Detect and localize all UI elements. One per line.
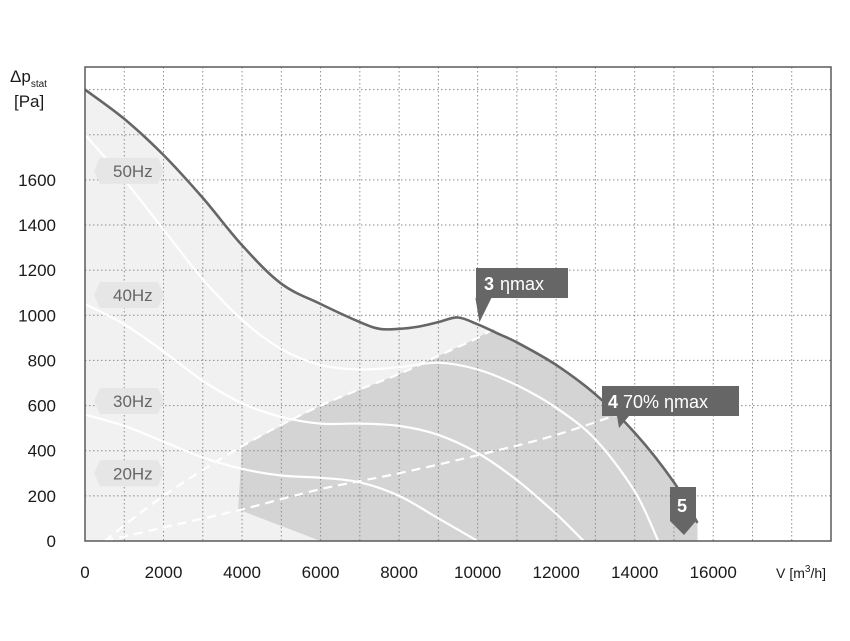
- x-tick-label: 0: [80, 563, 89, 582]
- x-tick-label: 8000: [380, 563, 418, 582]
- badge-4-label: 4 70% ηmax: [608, 392, 708, 412]
- dark-operating-area: [238, 328, 698, 541]
- curve-lower-dashed: [104, 382, 687, 541]
- y-tick-label: 1200: [18, 261, 56, 280]
- frequency-label: 40Hz: [113, 286, 153, 305]
- frequency-label-tag: [94, 388, 164, 415]
- frequency-label: 50Hz: [113, 162, 153, 181]
- badge-5-label: 5: [677, 496, 687, 516]
- y-tick-labels: 0 200 400 600 800 1000 1200 1400 1600: [18, 171, 56, 551]
- y-tick-label: 1400: [18, 216, 56, 235]
- y-tick-label: 1600: [18, 171, 56, 190]
- operating-point-badges: 3 ηmax 4 70% ηmax 5: [475, 268, 739, 535]
- x-tick-label: 4000: [223, 563, 261, 582]
- plot-frame: [84, 66, 832, 542]
- y-tick-label: 600: [28, 397, 56, 416]
- x-tick-label: 2000: [145, 563, 183, 582]
- x-tick-label: 10000: [454, 563, 501, 582]
- frequency-label: 20Hz: [113, 464, 153, 483]
- x-tick-label: 12000: [533, 563, 580, 582]
- curve-40hz: [85, 133, 660, 541]
- x-axis-label: V [m3/h]: [776, 564, 826, 581]
- x-tick-labels: 0 2000 4000 6000 8000 10000 12000 14000 16000: [80, 563, 737, 582]
- badge-3-shape: [475, 268, 568, 323]
- frequency-label-tag: [94, 157, 164, 184]
- badge-3-label: 3 ηmax: [484, 274, 544, 294]
- frequency-label: 30Hz: [113, 392, 153, 411]
- frequency-label-tag: [94, 281, 164, 308]
- curves: [85, 88, 699, 541]
- y-tick-label: 0: [47, 532, 56, 551]
- y-axis-label: Δpstat: [10, 67, 47, 90]
- y-tick-label: 400: [28, 442, 56, 461]
- y-tick-label: 800: [28, 351, 56, 370]
- badge-5-shape: [670, 487, 696, 535]
- y-tick-label: 1000: [18, 306, 56, 325]
- x-tick-label: 6000: [302, 563, 340, 582]
- badge-4-shape: [602, 386, 739, 428]
- frequency-labels: 50Hz 40Hz 30Hz 20Hz: [94, 157, 164, 487]
- curve-30hz: [85, 303, 585, 541]
- y-tick-label: 200: [28, 487, 56, 506]
- frequency-label-tag: [94, 460, 164, 487]
- curve-50hz: [85, 88, 699, 524]
- grid: [85, 67, 831, 541]
- y-axis-unit: [Pa]: [14, 92, 44, 111]
- x-tick-label: 16000: [690, 563, 737, 582]
- curve-upper-dashed: [103, 327, 494, 541]
- x-tick-label: 14000: [611, 563, 658, 582]
- curve-20hz: [85, 413, 479, 541]
- operating-areas: [85, 89, 698, 541]
